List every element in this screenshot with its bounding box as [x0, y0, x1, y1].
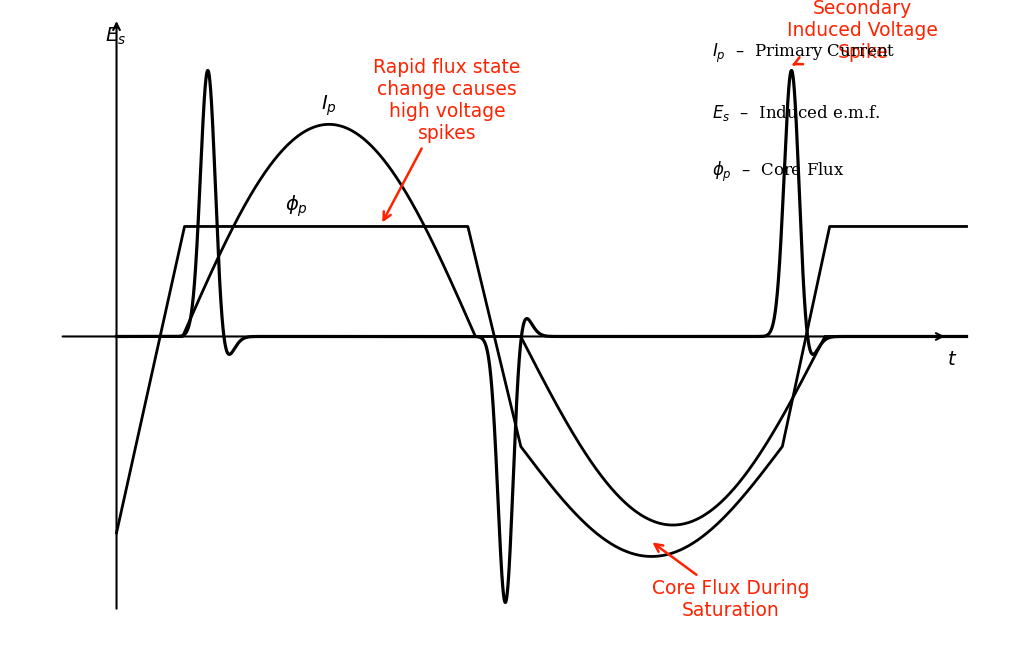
Text: $I_p$: $I_p$ [322, 93, 337, 118]
Text: Rapid flux state
change causes
high voltage
spikes: Rapid flux state change causes high volt… [374, 58, 521, 220]
Text: Secondary
Induced Voltage
Spike: Secondary Induced Voltage Spike [787, 0, 938, 65]
Text: $\phi_p$: $\phi_p$ [285, 193, 307, 218]
Text: $E_s$  –  Induced e.m.f.: $E_s$ – Induced e.m.f. [712, 102, 880, 122]
Text: $t$: $t$ [947, 351, 957, 369]
Text: $I_p$  –  Primary Current: $I_p$ – Primary Current [712, 42, 895, 65]
Text: Core Flux During
Saturation: Core Flux During Saturation [651, 544, 809, 620]
Text: $\phi_p$  –  Core Flux: $\phi_p$ – Core Flux [712, 159, 845, 183]
Text: $E_s$: $E_s$ [105, 26, 126, 47]
